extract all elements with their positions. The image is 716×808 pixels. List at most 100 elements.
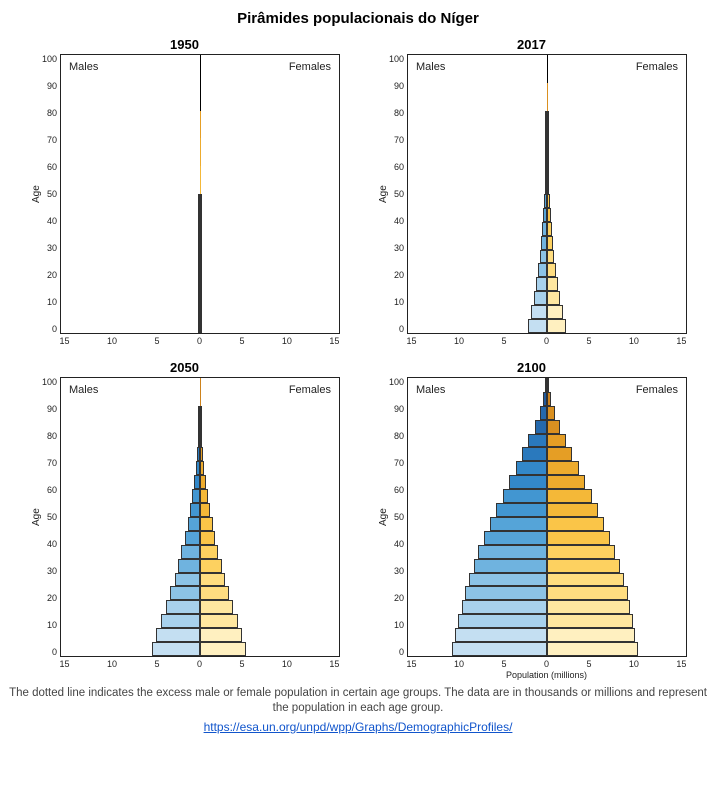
bars-container (61, 378, 339, 656)
y-axis-label: Age (29, 377, 42, 657)
female-bar (547, 586, 628, 600)
age-row (408, 475, 686, 489)
age-row (61, 559, 339, 573)
age-row (408, 420, 686, 434)
female-bar (547, 208, 551, 222)
age-row (408, 319, 686, 333)
male-bar (496, 503, 547, 517)
age-row (61, 573, 339, 587)
female-bar (547, 263, 556, 277)
age-row (61, 138, 339, 152)
female-bar (547, 614, 633, 628)
caption-text: The dotted line indicates the excess mal… (8, 686, 708, 716)
male-bar (538, 263, 547, 277)
female-bar (200, 406, 202, 420)
male-bar (474, 559, 547, 573)
female-bar (547, 236, 553, 250)
female-bar (200, 517, 213, 531)
female-bar (200, 573, 225, 587)
male-bar (455, 628, 547, 642)
female-bar (547, 222, 552, 236)
female-bar (200, 559, 222, 573)
plot-area: MalesFemales (60, 377, 340, 657)
age-row (408, 55, 686, 69)
plot-area: MalesFemales (60, 54, 340, 334)
age-row (408, 614, 686, 628)
female-bar (200, 434, 202, 448)
age-row (61, 447, 339, 461)
chart-grid: 1950Age0102030405060708090100MalesFemale… (18, 37, 698, 680)
male-bar (536, 277, 547, 291)
age-row (408, 517, 686, 531)
age-row (408, 489, 686, 503)
female-bar (547, 531, 610, 545)
main-title: Pirâmides populacionais do Níger (8, 10, 708, 27)
male-bar (531, 305, 547, 319)
female-bar (200, 194, 202, 208)
male-bar (462, 600, 547, 614)
female-bar (200, 600, 233, 614)
pyramid-panel-1950: 1950Age0102030405060708090100MalesFemale… (18, 37, 351, 346)
age-row (61, 642, 339, 656)
age-row (408, 250, 686, 264)
male-bar (161, 614, 200, 628)
age-row (61, 628, 339, 642)
age-row (408, 628, 686, 642)
male-bar (484, 531, 547, 545)
age-row (408, 208, 686, 222)
y-axis-ticks: 0102030405060708090100 (389, 377, 407, 657)
age-row (408, 291, 686, 305)
female-bar (200, 628, 242, 642)
female-bar (547, 152, 549, 166)
female-bar (200, 236, 202, 250)
female-bar (200, 208, 202, 222)
source-link[interactable]: https://esa.un.org/unpd/wpp/Graphs/Demog… (204, 720, 513, 734)
age-row (61, 586, 339, 600)
female-bar (200, 250, 202, 264)
age-row (61, 180, 339, 194)
age-row (61, 69, 339, 83)
female-bar (547, 138, 549, 152)
age-row (61, 378, 339, 392)
age-row (61, 319, 339, 333)
y-axis-label: Age (376, 54, 389, 334)
female-bar (200, 319, 202, 333)
age-row (408, 83, 686, 97)
female-bar (547, 489, 592, 503)
male-bar (465, 586, 547, 600)
bars-container (408, 55, 686, 333)
female-bar (547, 111, 549, 125)
male-bar (185, 531, 200, 545)
male-bar (534, 291, 547, 305)
y-axis-label: Age (29, 54, 42, 334)
female-bar (547, 461, 579, 475)
age-row (61, 236, 339, 250)
age-row (61, 208, 339, 222)
age-row (408, 277, 686, 291)
female-bar (200, 614, 238, 628)
female-bar (200, 222, 202, 236)
female-bar (200, 475, 206, 489)
age-row (61, 475, 339, 489)
age-row (408, 111, 686, 125)
age-row (61, 305, 339, 319)
male-bar (188, 517, 201, 531)
age-row (408, 573, 686, 587)
age-row (61, 97, 339, 111)
female-bar (547, 559, 620, 573)
female-bar (200, 420, 202, 434)
male-bar (503, 489, 547, 503)
female-bar (547, 305, 563, 319)
age-row (408, 447, 686, 461)
age-row (61, 166, 339, 180)
male-bar (175, 573, 200, 587)
age-row (408, 222, 686, 236)
female-bar (547, 291, 560, 305)
age-row (408, 236, 686, 250)
age-row (61, 222, 339, 236)
female-bar (547, 545, 615, 559)
panel-title: 2017 (517, 37, 546, 52)
female-bar (547, 475, 585, 489)
age-row (61, 406, 339, 420)
age-row (61, 489, 339, 503)
